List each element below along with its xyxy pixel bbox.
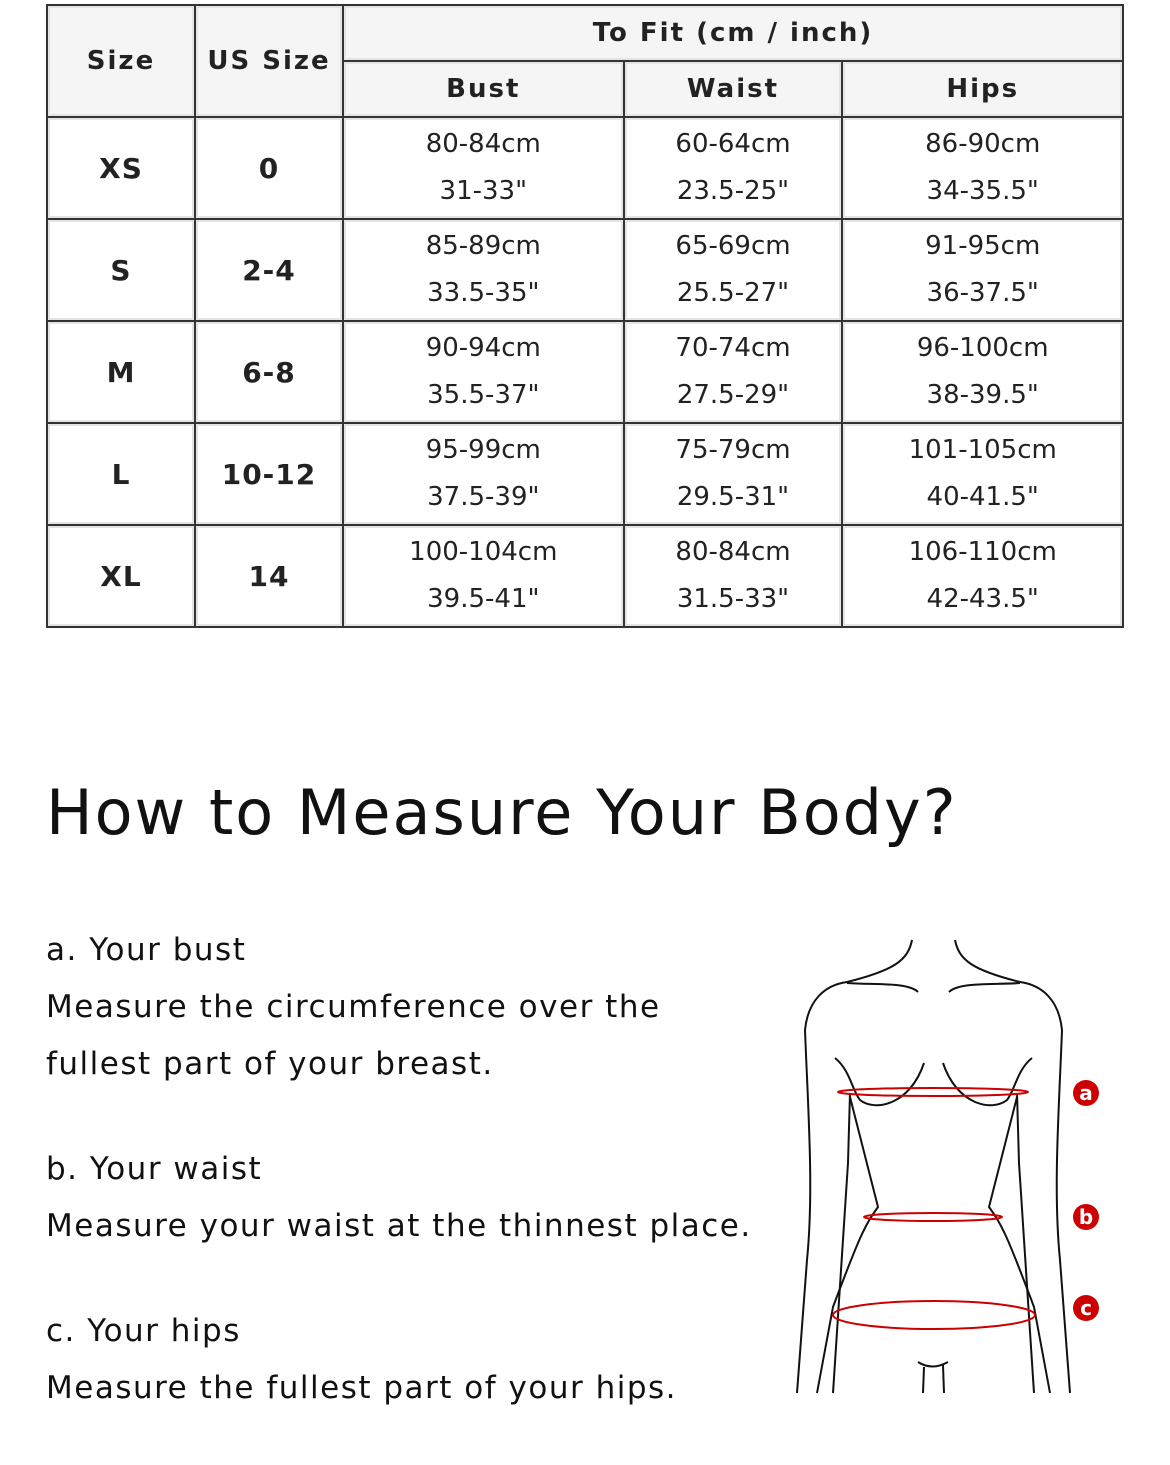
header-hips: Hips (841, 60, 1124, 118)
header-waist: Waist (622, 60, 844, 118)
hips-cm: 96-100cm (916, 333, 1049, 363)
instruction-label: c. Your hips (46, 1313, 241, 1349)
header-size: Size (46, 4, 196, 118)
hips-cell: 91-95cm 36-37.5" (841, 218, 1124, 322)
bust-cell: 100-104cm 39.5-41" (342, 524, 625, 628)
size-cell: S (46, 218, 196, 322)
hips-cell: 101-105cm 40-41.5" (841, 422, 1124, 526)
bust-cell: 85-89cm 33.5-35" (342, 218, 625, 322)
us-size-cell: 10-12 (194, 422, 344, 526)
marker-b: b (1073, 1204, 1099, 1230)
waist-inch: 31.5-33" (676, 584, 790, 614)
hips-cm: 91-95cm (925, 231, 1041, 261)
instruction-text: Measure the circumference over the fulle… (46, 989, 661, 1082)
hips-cell: 86-90cm 34-35.5" (841, 116, 1124, 220)
hips-cell: 96-100cm 38-39.5" (841, 320, 1124, 424)
hips-cm: 101-105cm (908, 435, 1057, 465)
size-cell: XS (46, 116, 196, 220)
bust-inch: 35.5-37" (427, 380, 540, 410)
waist-cell: 70-74cm 27.5-29" (622, 320, 844, 424)
waist-line (863, 1212, 1003, 1222)
waist-inch: 29.5-31" (676, 482, 790, 512)
instruction-bust: a. Your bust Measure the circumference ov… (46, 922, 766, 1093)
bust-cm: 95-99cm (425, 435, 541, 465)
measure-instructions: a. Your bust Measure the circumference ov… (46, 922, 766, 1465)
hips-cm: 86-90cm (925, 129, 1041, 159)
bust-cell: 95-99cm 37.5-39" (342, 422, 625, 526)
us-size-cell: 6-8 (194, 320, 344, 424)
bust-cm: 80-84cm (425, 129, 541, 159)
bust-inch: 31-33" (439, 176, 528, 206)
bust-inch: 37.5-39" (427, 482, 540, 512)
marker-a: a (1073, 1080, 1099, 1106)
table-row: M 6-8 90-94cm 35.5-37" 70-74cm 27.5-29" 96-100… (46, 320, 1124, 424)
waist-inch: 27.5-29" (676, 380, 790, 410)
waist-cell: 60-64cm 23.5-25" (622, 116, 844, 220)
waist-cm: 65-69cm (675, 231, 791, 261)
instruction-label: b. Your waist (46, 1151, 263, 1187)
hips-line (832, 1300, 1036, 1330)
header-bust: Bust (342, 60, 625, 118)
waist-cm: 80-84cm (675, 537, 791, 567)
page-title: How to Measure Your Body? (46, 776, 958, 849)
instruction-waist: b. Your waist Measure your waist at the t… (46, 1141, 766, 1255)
waist-inch: 25.5-27" (676, 278, 790, 308)
table-row: XL 14 100-104cm 39.5-41" 80-84cm 31.5-33" 106-… (46, 524, 1124, 628)
us-size-cell: 0 (194, 116, 344, 220)
body-measurement-diagram: a b c (796, 939, 1099, 1394)
size-cell: XL (46, 524, 196, 628)
waist-cm: 70-74cm (675, 333, 791, 363)
bust-inch: 39.5-41" (427, 584, 540, 614)
instruction-text: Measure the fullest part of your hips. (46, 1370, 678, 1406)
bust-cm: 100-104cm (409, 537, 558, 567)
waist-cell: 80-84cm 31.5-33" (622, 524, 844, 628)
instruction-label: a. Your bust (46, 932, 247, 968)
waist-cell: 75-79cm 29.5-31" (622, 422, 844, 526)
hips-inch: 38-39.5" (926, 380, 1039, 410)
bust-cell: 80-84cm 31-33" (342, 116, 625, 220)
table-row: S 2-4 85-89cm 33.5-35" 65-69cm 25.5-27" 91-95c… (46, 218, 1124, 322)
svg-text:c: c (1080, 1296, 1092, 1320)
hips-cell: 106-110cm 42-43.5" (841, 524, 1124, 628)
waist-cm: 75-79cm (675, 435, 791, 465)
bust-line (837, 1087, 1029, 1097)
table-row: L 10-12 95-99cm 37.5-39" 75-79cm 29.5-31" 101-… (46, 422, 1124, 526)
size-cell: L (46, 422, 196, 526)
svg-text:b: b (1079, 1205, 1093, 1229)
us-size-cell: 14 (194, 524, 344, 628)
svg-text:a: a (1079, 1081, 1093, 1105)
hips-inch: 34-35.5" (926, 176, 1039, 206)
hips-inch: 40-41.5" (926, 482, 1039, 512)
measurement-lines (832, 1087, 1036, 1330)
size-cell: M (46, 320, 196, 424)
instruction-hips: c. Your hips Measure the fullest part of … (46, 1303, 766, 1417)
header-us-size: US Size (194, 4, 344, 118)
waist-cm: 60-64cm (675, 129, 791, 159)
hips-cm: 106-110cm (908, 537, 1057, 567)
table-row: XS 0 80-84cm 31-33" 60-64cm 23.5-25" 86-90cm 34… (46, 116, 1124, 220)
instruction-text: Measure your waist at the thinnest place… (46, 1208, 752, 1244)
hips-inch: 36-37.5" (926, 278, 1039, 308)
bust-cell: 90-94cm 35.5-37" (342, 320, 625, 424)
header-to-fit: To Fit (cm / inch) (342, 4, 1124, 62)
hips-inch: 42-43.5" (926, 584, 1039, 614)
bust-cm: 85-89cm (425, 231, 541, 261)
waist-inch: 23.5-25" (676, 176, 790, 206)
waist-cell: 65-69cm 25.5-27" (622, 218, 844, 322)
us-size-cell: 2-4 (194, 218, 344, 322)
size-chart-table: Size US Size To Fit (cm / inch) Bust Wai… (46, 4, 1124, 628)
marker-c: c (1073, 1295, 1099, 1321)
body-outline (796, 939, 1071, 1394)
bust-inch: 33.5-35" (427, 278, 540, 308)
bust-cm: 90-94cm (425, 333, 541, 363)
